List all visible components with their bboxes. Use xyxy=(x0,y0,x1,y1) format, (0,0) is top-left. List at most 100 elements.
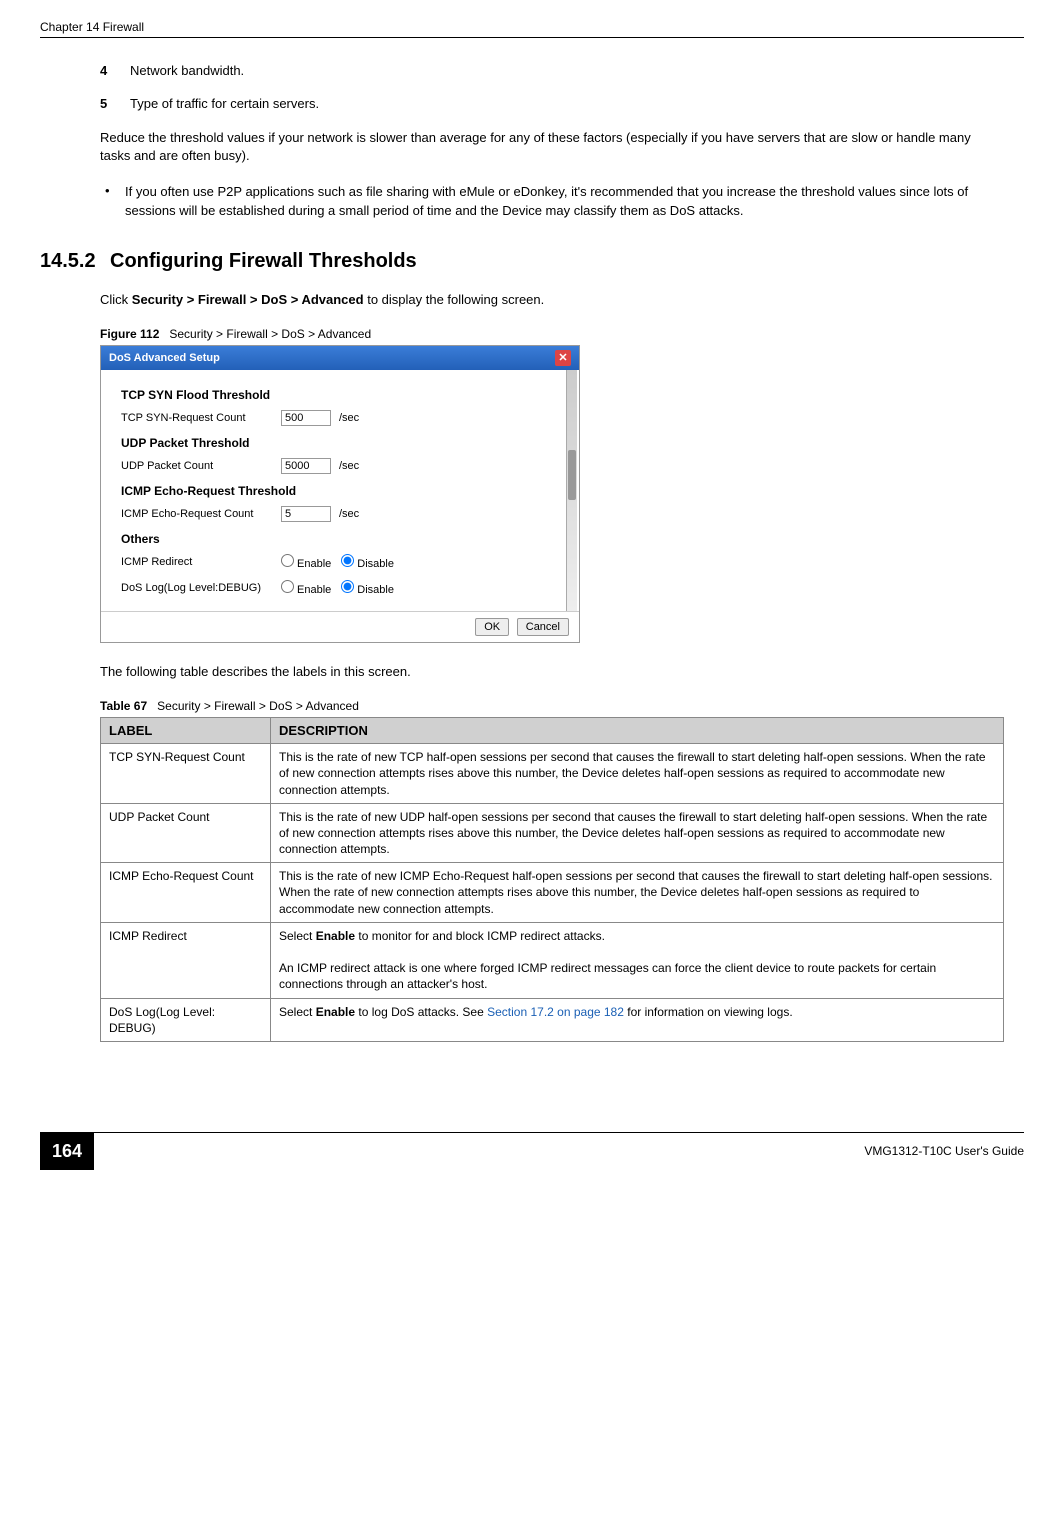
cell-desc: This is the rate of new TCP half-open se… xyxy=(271,744,1004,804)
cell-label: UDP Packet Count xyxy=(101,803,271,863)
table-row: DoS Log(Log Level: DEBUG) Select Enable … xyxy=(101,998,1004,1041)
label-icmp: ICMP Echo-Request Count xyxy=(121,508,281,520)
row-log: DoS Log(Log Level:DEBUG) Enable Disable xyxy=(121,580,559,596)
section-intro: Click Security > Firewall > DoS > Advanc… xyxy=(100,291,1004,309)
radio-disable[interactable] xyxy=(341,554,354,567)
figure-title: Security > Firewall > DoS > Advanced xyxy=(169,327,371,341)
th-desc: DESCRIPTION xyxy=(271,718,1004,744)
item-number: 5 xyxy=(100,96,130,111)
cancel-button[interactable]: Cancel xyxy=(517,618,569,636)
desc-bold: Enable xyxy=(316,929,355,943)
dialog-titlebar: DoS Advanced Setup ✕ xyxy=(101,346,579,370)
section-udp-heading: UDP Packet Threshold xyxy=(121,436,559,450)
cell-desc: This is the rate of new ICMP Echo-Reques… xyxy=(271,863,1004,923)
radio-enable[interactable] xyxy=(281,554,294,567)
radio-log-enable[interactable]: Enable xyxy=(281,580,331,596)
main-content: 4 Network bandwidth. 5 Type of traffic f… xyxy=(40,63,1024,1042)
page-header: Chapter 14 Firewall xyxy=(40,20,1024,38)
table-title: Security > Firewall > DoS > Advanced xyxy=(157,699,359,713)
input-tcp-count[interactable] xyxy=(281,410,331,426)
cell-desc: Select Enable to monitor for and block I… xyxy=(271,922,1004,998)
row-tcp: TCP SYN-Request Count /sec xyxy=(121,410,559,426)
table-label: Table 67 xyxy=(100,699,147,713)
unit-udp: /sec xyxy=(339,460,359,472)
section-icmp-heading: ICMP Echo-Request Threshold xyxy=(121,484,559,498)
ok-button[interactable]: OK xyxy=(475,618,509,636)
dialog-footer: OK Cancel xyxy=(101,611,579,642)
section-tcp-heading: TCP SYN Flood Threshold xyxy=(121,388,559,402)
table-intro: The following table describes the labels… xyxy=(100,663,1004,681)
table-row: UDP Packet Count This is the rate of new… xyxy=(101,803,1004,863)
unit-tcp: /sec xyxy=(339,412,359,424)
cell-desc: This is the rate of new UDP half-open se… xyxy=(271,803,1004,863)
section-heading: 14.5.2Configuring Firewall Thresholds xyxy=(40,250,1004,273)
label-redirect: ICMP Redirect xyxy=(121,556,281,568)
section-number: 14.5.2 xyxy=(40,250,110,273)
item-number: 4 xyxy=(100,63,130,78)
page-number: 164 xyxy=(40,1133,94,1170)
description-table: LABEL DESCRIPTION TCP SYN-Request Count … xyxy=(100,717,1004,1042)
th-label: LABEL xyxy=(101,718,271,744)
table-caption: Table 67 Security > Firewall > DoS > Adva… xyxy=(100,699,1004,713)
input-icmp-count[interactable] xyxy=(281,506,331,522)
table-row: ICMP Redirect Select Enable to monitor f… xyxy=(101,922,1004,998)
radio-redirect-enable[interactable]: Enable xyxy=(281,554,331,570)
desc-mid: to monitor for and block ICMP redirect a… xyxy=(355,929,605,943)
figure-caption: Figure 112 Security > Firewall > DoS > Ad… xyxy=(100,327,1004,341)
radio-enable[interactable] xyxy=(281,580,294,593)
numbered-item-4: 4 Network bandwidth. xyxy=(100,63,1004,78)
dialog-title-text: DoS Advanced Setup xyxy=(109,352,220,364)
numbered-item-5: 5 Type of traffic for certain servers. xyxy=(100,96,1004,111)
table-row: TCP SYN-Request Count This is the rate o… xyxy=(101,744,1004,804)
bullet-marker: • xyxy=(105,183,125,219)
bullet-text: If you often use P2P applications such a… xyxy=(125,183,1004,219)
radio-label-enable: Enable xyxy=(297,584,331,596)
radio-log-disable[interactable]: Disable xyxy=(341,580,394,596)
item-text: Type of traffic for certain servers. xyxy=(130,96,1004,111)
desc-suffix: for information on viewing logs. xyxy=(624,1005,793,1019)
label-tcp: TCP SYN-Request Count xyxy=(121,412,281,424)
radio-redirect-disable[interactable]: Disable xyxy=(341,554,394,570)
dialog-dos-advanced: DoS Advanced Setup ✕ TCP SYN Flood Thres… xyxy=(100,345,580,643)
bullet-item-p2p: • If you often use P2P applications such… xyxy=(100,183,1004,219)
input-udp-count[interactable] xyxy=(281,458,331,474)
figure-label: Figure 112 xyxy=(100,327,159,341)
close-icon[interactable]: ✕ xyxy=(555,350,571,366)
scrollbar-thumb[interactable] xyxy=(568,450,576,500)
cell-label: ICMP Redirect xyxy=(101,922,271,998)
radio-disable[interactable] xyxy=(341,580,354,593)
unit-icmp: /sec xyxy=(339,508,359,520)
intro-prefix: Click xyxy=(100,292,132,307)
desc-mid: to log DoS attacks. See xyxy=(355,1005,487,1019)
intro-suffix: to display the following screen. xyxy=(364,292,545,307)
chapter-title: Chapter 14 Firewall xyxy=(40,20,144,34)
item-text: Network bandwidth. xyxy=(130,63,1004,78)
radio-label-enable: Enable xyxy=(297,558,331,570)
row-icmp: ICMP Echo-Request Count /sec xyxy=(121,506,559,522)
label-udp: UDP Packet Count xyxy=(121,460,281,472)
table-header-row: LABEL DESCRIPTION xyxy=(101,718,1004,744)
radio-label-disable: Disable xyxy=(357,558,394,570)
desc-bold: Enable xyxy=(316,1005,355,1019)
cell-label: TCP SYN-Request Count xyxy=(101,744,271,804)
label-log: DoS Log(Log Level:DEBUG) xyxy=(121,582,281,594)
radio-group-redirect: Enable Disable xyxy=(281,554,394,570)
radio-group-log: Enable Disable xyxy=(281,580,394,596)
page-footer: 164 VMG1312-T10C User's Guide xyxy=(40,1132,1024,1170)
section-others-heading: Others xyxy=(121,532,559,546)
footer-guide: VMG1312-T10C User's Guide xyxy=(94,1144,1024,1158)
cell-desc: Select Enable to log DoS attacks. See Se… xyxy=(271,998,1004,1041)
paragraph-reduce: Reduce the threshold values if your netw… xyxy=(100,129,1004,165)
radio-label-disable: Disable xyxy=(357,584,394,596)
dialog-body: TCP SYN Flood Threshold TCP SYN-Request … xyxy=(101,370,579,611)
row-udp: UDP Packet Count /sec xyxy=(121,458,559,474)
desc-prefix: Select xyxy=(279,1005,316,1019)
cell-label: DoS Log(Log Level: DEBUG) xyxy=(101,998,271,1041)
intro-path: Security > Firewall > DoS > Advanced xyxy=(132,292,364,307)
section-title: Configuring Firewall Thresholds xyxy=(110,250,417,272)
table-row: ICMP Echo-Request Count This is the rate… xyxy=(101,863,1004,923)
cell-label: ICMP Echo-Request Count xyxy=(101,863,271,923)
row-redirect: ICMP Redirect Enable Disable xyxy=(121,554,559,570)
desc-para2: An ICMP redirect attack is one where for… xyxy=(279,961,936,991)
desc-link: Section 17.2 on page 182 xyxy=(487,1005,624,1019)
